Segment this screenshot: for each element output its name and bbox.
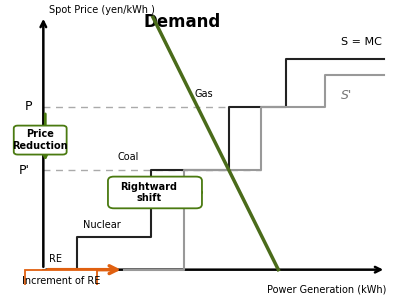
Text: RE: RE [49,254,62,264]
Text: Nuclear: Nuclear [82,220,120,230]
FancyBboxPatch shape [14,126,67,155]
Text: Rightward
shift: Rightward shift [120,182,178,203]
FancyBboxPatch shape [108,177,202,208]
Text: Power Generation (kWh): Power Generation (kWh) [267,285,386,295]
Text: Price
Reduction: Price Reduction [12,129,68,151]
FancyBboxPatch shape [25,270,97,291]
Text: Gas: Gas [194,89,213,99]
Text: P: P [25,100,32,114]
Text: Spot Price (yen/kWh ): Spot Price (yen/kWh ) [49,5,155,15]
Text: S = MC: S = MC [341,37,382,47]
Text: S': S' [341,89,352,103]
Text: Demand: Demand [143,13,220,31]
Text: Increment of RE: Increment of RE [22,276,100,286]
Text: Coal: Coal [118,152,139,162]
Text: P': P' [19,164,30,177]
